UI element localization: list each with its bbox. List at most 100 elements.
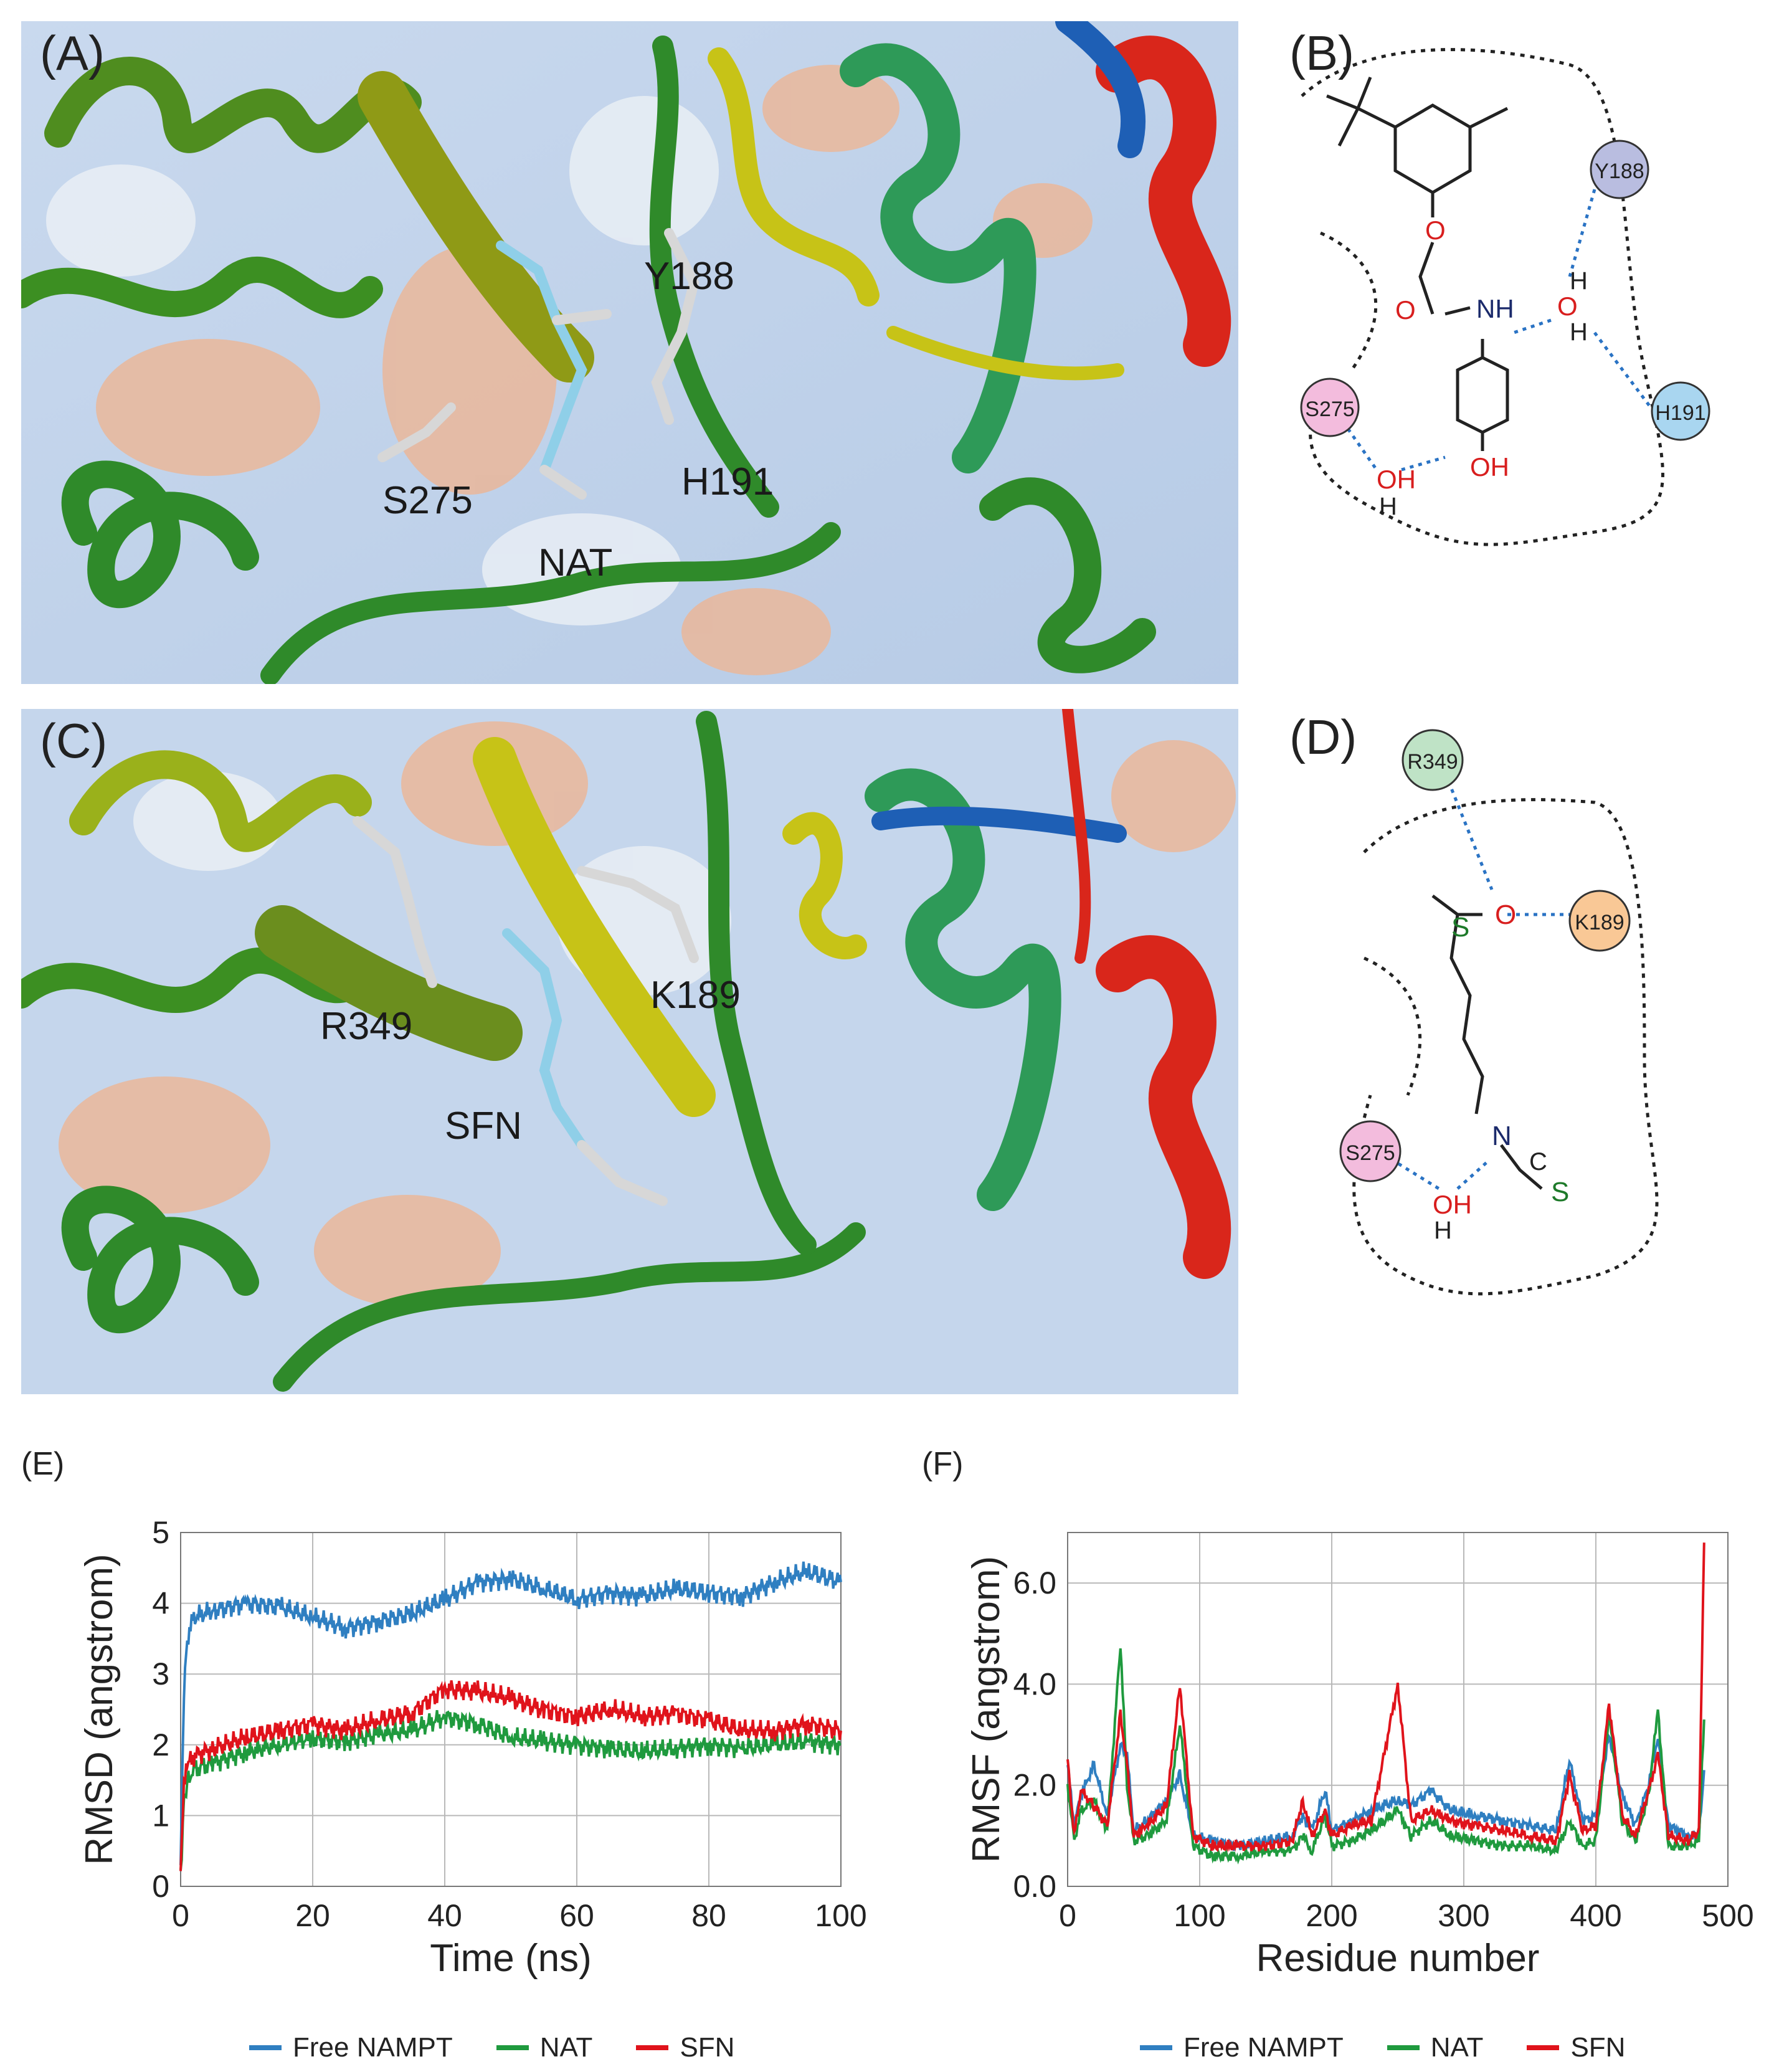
y-tick-label: 5 xyxy=(152,1515,169,1550)
residue-s275-bubble-d: S275 xyxy=(1339,1120,1402,1182)
label-s275: S275 xyxy=(382,479,473,522)
legend-swatch-nat-f xyxy=(1387,2045,1420,2050)
y-tick-label: 3 xyxy=(152,1656,169,1691)
legend-item-free-nampt-f: Free NAMPT xyxy=(1140,2032,1344,2063)
x-axis-title: Residue number xyxy=(1256,1937,1540,1980)
legend-item-nat: NAT xyxy=(496,2032,593,2063)
residue-y188-label: Y188 xyxy=(1595,159,1644,183)
y-tick-label: 4.0 xyxy=(1013,1666,1056,1701)
legend-label-free-nampt: Free NAMPT xyxy=(293,2032,453,2063)
y-tick-label: 0.0 xyxy=(1013,1869,1056,1904)
chart-e-body: 0 20 40 60 80 100 0 1 2 3 4 5 Time (ns) RMSD (angstro… xyxy=(78,1515,867,1980)
residue-h191-label: H191 xyxy=(1655,401,1705,425)
panel-a-structure: Y188 S275 H191 NAT (A) xyxy=(21,21,1238,684)
series-line-nat xyxy=(179,1710,842,1870)
rmsd-chart: 0 20 40 60 80 100 0 1 2 3 4 5 Time (ns) RMSD (angstro… xyxy=(78,1515,867,1980)
label-y188: Y188 xyxy=(644,255,734,298)
atom-water-h2: H xyxy=(1570,318,1588,346)
legend-swatch-free-nampt-f xyxy=(1140,2045,1172,2050)
y-tick-label: 6.0 xyxy=(1013,1566,1056,1600)
y-axis-title: RMSF (angstrom) xyxy=(965,1556,1008,1863)
protein-structure-render-c: R349 K189 SFN xyxy=(21,709,1238,1394)
legend-label-free-nampt-f: Free NAMPT xyxy=(1183,2032,1344,2063)
y-tick-label: 1 xyxy=(152,1798,169,1833)
x-tick-label: 0 xyxy=(1059,1898,1076,1933)
atom-carbonyl-o: O xyxy=(1395,295,1416,325)
x-tick-label: 100 xyxy=(815,1898,866,1933)
atom-ether-o: O xyxy=(1425,216,1446,245)
x-tick-label: 200 xyxy=(1306,1898,1357,1933)
x-tick-label: 80 xyxy=(691,1898,726,1933)
legend-swatch-free-nampt xyxy=(249,2045,282,2050)
legend-item-sfn-f: SFN xyxy=(1527,2032,1625,2063)
atom-isothiocyanate-c: C xyxy=(1529,1148,1547,1176)
atom-sulfoxide-o: O xyxy=(1495,900,1516,930)
legend-label-nat-f: NAT xyxy=(1430,2032,1484,2063)
legend-label-nat: NAT xyxy=(539,2032,593,2063)
legend-label-sfn: SFN xyxy=(680,2032,735,2063)
x-axis-title: Time (ns) xyxy=(430,1937,591,1980)
panel-c-structure: R349 K189 SFN (C) xyxy=(21,709,1238,1394)
y-tick-label: 4 xyxy=(152,1586,169,1621)
label-k189: K189 xyxy=(650,974,741,1017)
chart-f-body: 0 100 200 300 400 500 0.0 2.0 4.0 6.0 Residue numb… xyxy=(965,1532,1754,1980)
legend-item-nat-f: NAT xyxy=(1387,2032,1484,2063)
legend-swatch-sfn xyxy=(636,2045,669,2050)
atom-water-h1: H xyxy=(1570,267,1588,295)
residue-s275-bubble: S275 xyxy=(1300,378,1360,437)
atom-water-h: H xyxy=(1434,1217,1452,1244)
legend-swatch-sfn-f xyxy=(1527,2045,1560,2050)
interaction-diagram-b: O O NH H O H OH OH H Y188 S275 H191 xyxy=(1300,48,1710,546)
rmsf-chart: 0 100 200 300 400 500 0.0 2.0 4.0 6.0 Residue numb… xyxy=(965,1532,1754,1980)
x-tick-label: 40 xyxy=(427,1898,462,1933)
interaction-diagram-d: S O N C S OH H R349 K189 S275 xyxy=(1339,729,1659,1296)
panel-label-f: (F) xyxy=(922,1446,964,1482)
legend-item-free-nampt: Free NAMPT xyxy=(249,2032,453,2063)
label-nat: NAT xyxy=(538,541,612,584)
atom-water-o: O xyxy=(1557,292,1578,321)
panel-label-b: (B) xyxy=(1289,26,1354,80)
panel-label-a: (A) xyxy=(40,26,105,80)
atom-sulfoxide-s: S xyxy=(1451,912,1469,943)
residue-h191-bubble: H191 xyxy=(1651,381,1710,441)
series-line-sfn xyxy=(1066,1542,1705,1853)
residue-r349-bubble: R349 xyxy=(1402,729,1464,791)
series-line-free-nampt xyxy=(1066,1733,1705,1854)
residue-k189-bubble: K189 xyxy=(1568,890,1631,952)
label-r349: R349 xyxy=(320,1005,412,1048)
residue-y188-bubble: Y188 xyxy=(1590,140,1649,199)
panel-label-d: (D) xyxy=(1289,710,1357,764)
atom-phenol-oh: OH xyxy=(1470,452,1509,482)
y-tick-label: 2.0 xyxy=(1013,1768,1056,1803)
x-tick-label: 500 xyxy=(1702,1898,1753,1933)
rmsf-legend: Free NAMPT NAT SFN xyxy=(1140,2032,1625,2063)
label-sfn: SFN xyxy=(445,1105,522,1148)
x-tick-label: 100 xyxy=(1174,1898,1225,1933)
atom-isothiocyanate-n: N xyxy=(1492,1121,1512,1151)
panel-b-interaction-diagram: O O NH H O H OH OH H Y188 S275 H191 (B) xyxy=(1246,21,1774,684)
atom-isothiocyanate-s: S xyxy=(1551,1177,1569,1207)
residue-r349-label: R349 xyxy=(1407,750,1458,774)
legend-swatch-nat xyxy=(496,2045,529,2050)
residue-k189-label: K189 xyxy=(1575,911,1624,934)
plot-frame xyxy=(1067,1532,1729,1887)
atom-amide-nh: NH xyxy=(1476,294,1514,323)
x-tick-label: 300 xyxy=(1438,1898,1489,1933)
panel-label-e: (E) xyxy=(21,1446,65,1482)
x-tick-label: 60 xyxy=(559,1898,594,1933)
x-tick-label: 400 xyxy=(1570,1898,1621,1933)
label-h191: H191 xyxy=(681,460,774,503)
residue-s275-label-d: S275 xyxy=(1345,1141,1395,1165)
protein-structure-render-a: Y188 S275 H191 NAT xyxy=(21,21,1238,684)
rmsd-legend: Free NAMPT NAT SFN xyxy=(249,2032,734,2063)
atom-water2-h: H xyxy=(1379,493,1397,520)
legend-label-sfn-f: SFN xyxy=(1570,2032,1626,2063)
series-line-sfn xyxy=(179,1680,842,1871)
x-tick-label: 20 xyxy=(295,1898,330,1933)
y-tick-label: 0 xyxy=(152,1869,169,1904)
atom-water-oh: OH xyxy=(1433,1190,1472,1219)
residue-s275-label: S275 xyxy=(1305,397,1354,421)
panel-label-c: (C) xyxy=(40,713,108,768)
panel-d-interaction-diagram: S O N C S OH H R349 K189 S275 (D) xyxy=(1246,709,1774,1394)
y-tick-label: 2 xyxy=(152,1727,169,1762)
